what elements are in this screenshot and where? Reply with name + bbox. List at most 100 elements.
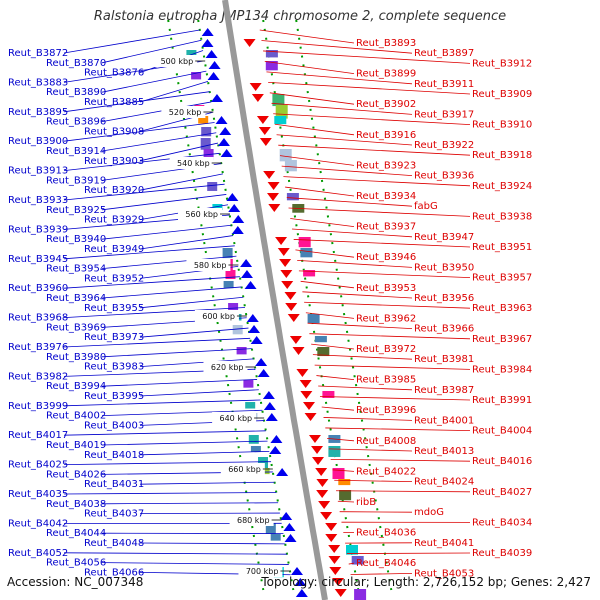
left-gene-label[interactable]: Reut_B3969: [46, 322, 106, 333]
right-gene-label[interactable]: Reut_B3918: [472, 150, 532, 161]
left-gene-label[interactable]: Reut_B3952: [84, 273, 144, 284]
left-gene-label[interactable]: Reut_B3939: [8, 224, 68, 235]
left-gene-label[interactable]: Reut_B3913: [8, 166, 68, 177]
right-gene-label[interactable]: Reut_B4022: [356, 466, 416, 477]
left-gene-label[interactable]: Reut_B3885: [84, 97, 144, 108]
left-gene-label[interactable]: Reut_B4031: [84, 479, 144, 490]
left-gene-label[interactable]: Reut_B3995: [84, 391, 144, 402]
right-gene-label[interactable]: Reut_B3938: [472, 211, 532, 222]
left-gene-label[interactable]: Reut_B3870: [46, 58, 106, 69]
right-gene-label[interactable]: Reut_B3936: [414, 171, 474, 182]
left-gene-label[interactable]: Reut_B3994: [46, 381, 106, 392]
right-gene-label[interactable]: Reut_B3963: [472, 303, 532, 314]
left-gene-label[interactable]: Reut_B4026: [46, 469, 106, 480]
left-gene-label[interactable]: Reut_B3954: [46, 264, 106, 275]
right-gene-label[interactable]: Reut_B3972: [356, 344, 416, 355]
right-gene-label[interactable]: Reut_B3916: [356, 130, 416, 141]
left-gene-label[interactable]: Reut_B3896: [46, 117, 106, 128]
left-gene-label[interactable]: Reut_B3872: [8, 48, 68, 59]
right-gene-label[interactable]: Reut_B3924: [472, 181, 532, 192]
right-gene-label[interactable]: mdoG: [414, 507, 444, 518]
left-gene-label[interactable]: Reut_B3983: [84, 362, 144, 373]
left-gene-label[interactable]: Reut_B4052: [8, 548, 68, 559]
left-gene-label[interactable]: Reut_B3929: [84, 215, 144, 226]
left-gene-label[interactable]: Reut_B4003: [84, 420, 144, 431]
right-gene-label[interactable]: Reut_B3967: [472, 334, 532, 345]
right-gene-label[interactable]: Reut_B3950: [414, 262, 474, 273]
right-gene-label[interactable]: Reut_B4034: [472, 517, 532, 528]
left-gene-label[interactable]: Reut_B3964: [46, 293, 106, 304]
left-gene-label[interactable]: Reut_B3890: [46, 87, 106, 98]
right-gene-label[interactable]: fabG: [414, 201, 438, 212]
left-gene-label[interactable]: Reut_B4017: [8, 430, 68, 441]
right-gene-label[interactable]: Reut_B3923: [356, 160, 416, 171]
right-gene-label[interactable]: Reut_B4046: [356, 558, 416, 569]
left-gene-label[interactable]: Reut_B3999: [8, 401, 68, 412]
left-gene-label[interactable]: Reut_B3903: [84, 156, 144, 167]
left-gene-label[interactable]: Reut_B4066: [84, 567, 144, 578]
left-gene-label[interactable]: Reut_B3940: [46, 234, 106, 245]
left-gene-label[interactable]: Reut_B4044: [46, 528, 106, 539]
right-gene-label[interactable]: Reut_B3962: [356, 313, 416, 324]
left-gene-label[interactable]: Reut_B3968: [8, 313, 68, 324]
left-gene-label[interactable]: Reut_B3973: [84, 332, 144, 343]
left-gene-label[interactable]: Reut_B3895: [8, 107, 68, 118]
left-gene-label[interactable]: Reut_B3920: [84, 185, 144, 196]
right-gene-label[interactable]: Reut_B4024: [414, 477, 474, 488]
left-gene-label[interactable]: Reut_B3945: [8, 254, 68, 265]
right-gene-label[interactable]: Reut_B3981: [414, 354, 474, 365]
right-gene-label[interactable]: Reut_B4039: [472, 548, 532, 559]
left-gene-label[interactable]: Reut_B3980: [46, 352, 106, 363]
right-gene-label[interactable]: Reut_B3937: [356, 222, 416, 233]
left-gene-label[interactable]: Reut_B3900: [8, 136, 68, 147]
right-gene-label[interactable]: Reut_B4004: [472, 426, 532, 437]
right-gene-label[interactable]: Reut_B3991: [472, 395, 532, 406]
right-gene-label[interactable]: Reut_B3893: [356, 38, 416, 49]
right-gene-label[interactable]: Reut_B3934: [356, 191, 416, 202]
right-gene-label[interactable]: Reut_B3987: [414, 385, 474, 396]
left-gene-label[interactable]: Reut_B3876: [84, 68, 144, 79]
left-gene-label[interactable]: Reut_B4042: [8, 518, 68, 529]
left-gene-label[interactable]: Reut_B3914: [46, 146, 106, 157]
left-gene-label[interactable]: Reut_B4048: [84, 538, 144, 549]
right-gene-label[interactable]: Reut_B3909: [472, 89, 532, 100]
right-gene-label[interactable]: Reut_B4027: [472, 487, 532, 498]
right-gene-label[interactable]: Reut_B3946: [356, 252, 416, 263]
left-gene-label[interactable]: Reut_B3982: [8, 371, 68, 382]
left-gene-label[interactable]: Reut_B4056: [46, 558, 106, 569]
left-gene-label[interactable]: Reut_B4037: [84, 509, 144, 520]
right-gene-label[interactable]: Reut_B3897: [414, 48, 474, 59]
right-gene-label[interactable]: Reut_B4016: [472, 456, 532, 467]
right-gene-label[interactable]: Reut_B3984: [472, 364, 532, 375]
right-gene-label[interactable]: Reut_B3899: [356, 69, 416, 80]
right-gene-label[interactable]: Reut_B4041: [414, 538, 474, 549]
left-gene-label[interactable]: Reut_B4018: [84, 450, 144, 461]
right-gene-label[interactable]: Reut_B3957: [472, 273, 532, 284]
right-gene-label[interactable]: Reut_B3947: [414, 232, 474, 243]
right-gene-label[interactable]: Reut_B3917: [414, 109, 474, 120]
right-gene-label[interactable]: Reut_B3911: [414, 79, 474, 90]
left-gene-label[interactable]: Reut_B3883: [8, 77, 68, 88]
left-gene-label[interactable]: Reut_B3960: [8, 283, 68, 294]
right-gene-label[interactable]: Reut_B3902: [356, 99, 416, 110]
left-gene-label[interactable]: Reut_B4038: [46, 499, 106, 510]
right-gene-label[interactable]: Reut_B3910: [472, 120, 532, 131]
left-gene-label[interactable]: Reut_B3976: [8, 342, 68, 353]
right-gene-label[interactable]: Reut_B4008: [356, 436, 416, 447]
right-gene-label[interactable]: Reut_B4053: [414, 568, 474, 579]
left-gene-label[interactable]: Reut_B3949: [84, 244, 144, 255]
right-gene-label[interactable]: Reut_B3966: [414, 324, 474, 335]
right-gene-label[interactable]: Reut_B3956: [414, 293, 474, 304]
left-gene-label[interactable]: Reut_B4019: [46, 440, 106, 451]
left-gene-label[interactable]: Reut_B3925: [46, 205, 106, 216]
left-gene-label[interactable]: Reut_B3919: [46, 175, 106, 186]
right-gene-label[interactable]: ribB: [356, 497, 376, 508]
right-gene-label[interactable]: Reut_B3912: [472, 58, 532, 69]
right-gene-label[interactable]: Reut_B3996: [356, 405, 416, 416]
left-gene-label[interactable]: Reut_B4025: [8, 460, 68, 471]
right-gene-label[interactable]: Reut_B4036: [356, 528, 416, 539]
right-gene-label[interactable]: Reut_B4001: [414, 415, 474, 426]
right-gene-label[interactable]: Reut_B4013: [414, 446, 474, 457]
right-gene-label[interactable]: Reut_B3951: [472, 242, 532, 253]
